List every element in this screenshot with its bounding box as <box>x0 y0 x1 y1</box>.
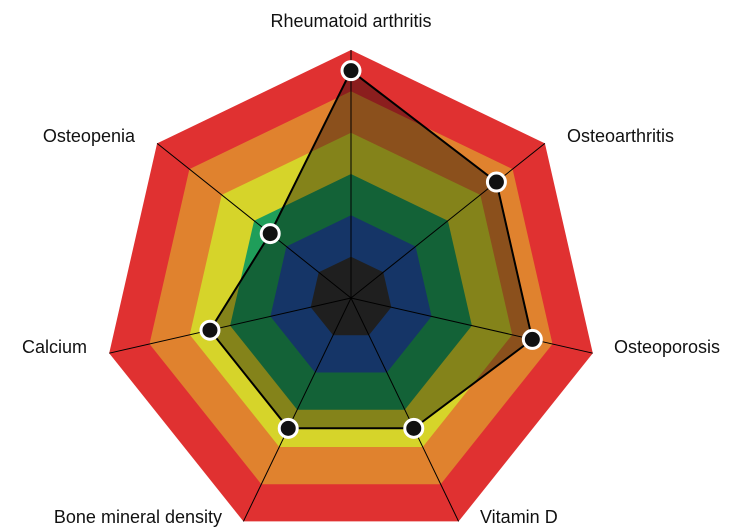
spoke <box>242 297 352 522</box>
data-area <box>208 69 534 430</box>
spoke <box>156 142 352 299</box>
category-label: Osteoarthritis <box>567 126 674 146</box>
spoke <box>350 297 593 354</box>
category-label: Calcium <box>22 337 87 357</box>
category-label: Bone mineral density <box>54 507 222 527</box>
data-point <box>521 328 543 350</box>
data-point <box>403 417 425 439</box>
data-point <box>199 319 221 341</box>
spoke <box>109 297 352 354</box>
category-label: Osteoporosis <box>614 337 720 357</box>
data-point <box>340 60 362 82</box>
category-label: Vitamin D <box>480 507 558 527</box>
spoke <box>350 297 460 522</box>
spoke <box>350 142 546 299</box>
data-point <box>485 171 507 193</box>
data-point <box>277 417 299 439</box>
category-label: Rheumatoid arthritis <box>270 11 431 31</box>
category-label: Osteopenia <box>43 126 136 146</box>
data-point <box>259 223 281 245</box>
